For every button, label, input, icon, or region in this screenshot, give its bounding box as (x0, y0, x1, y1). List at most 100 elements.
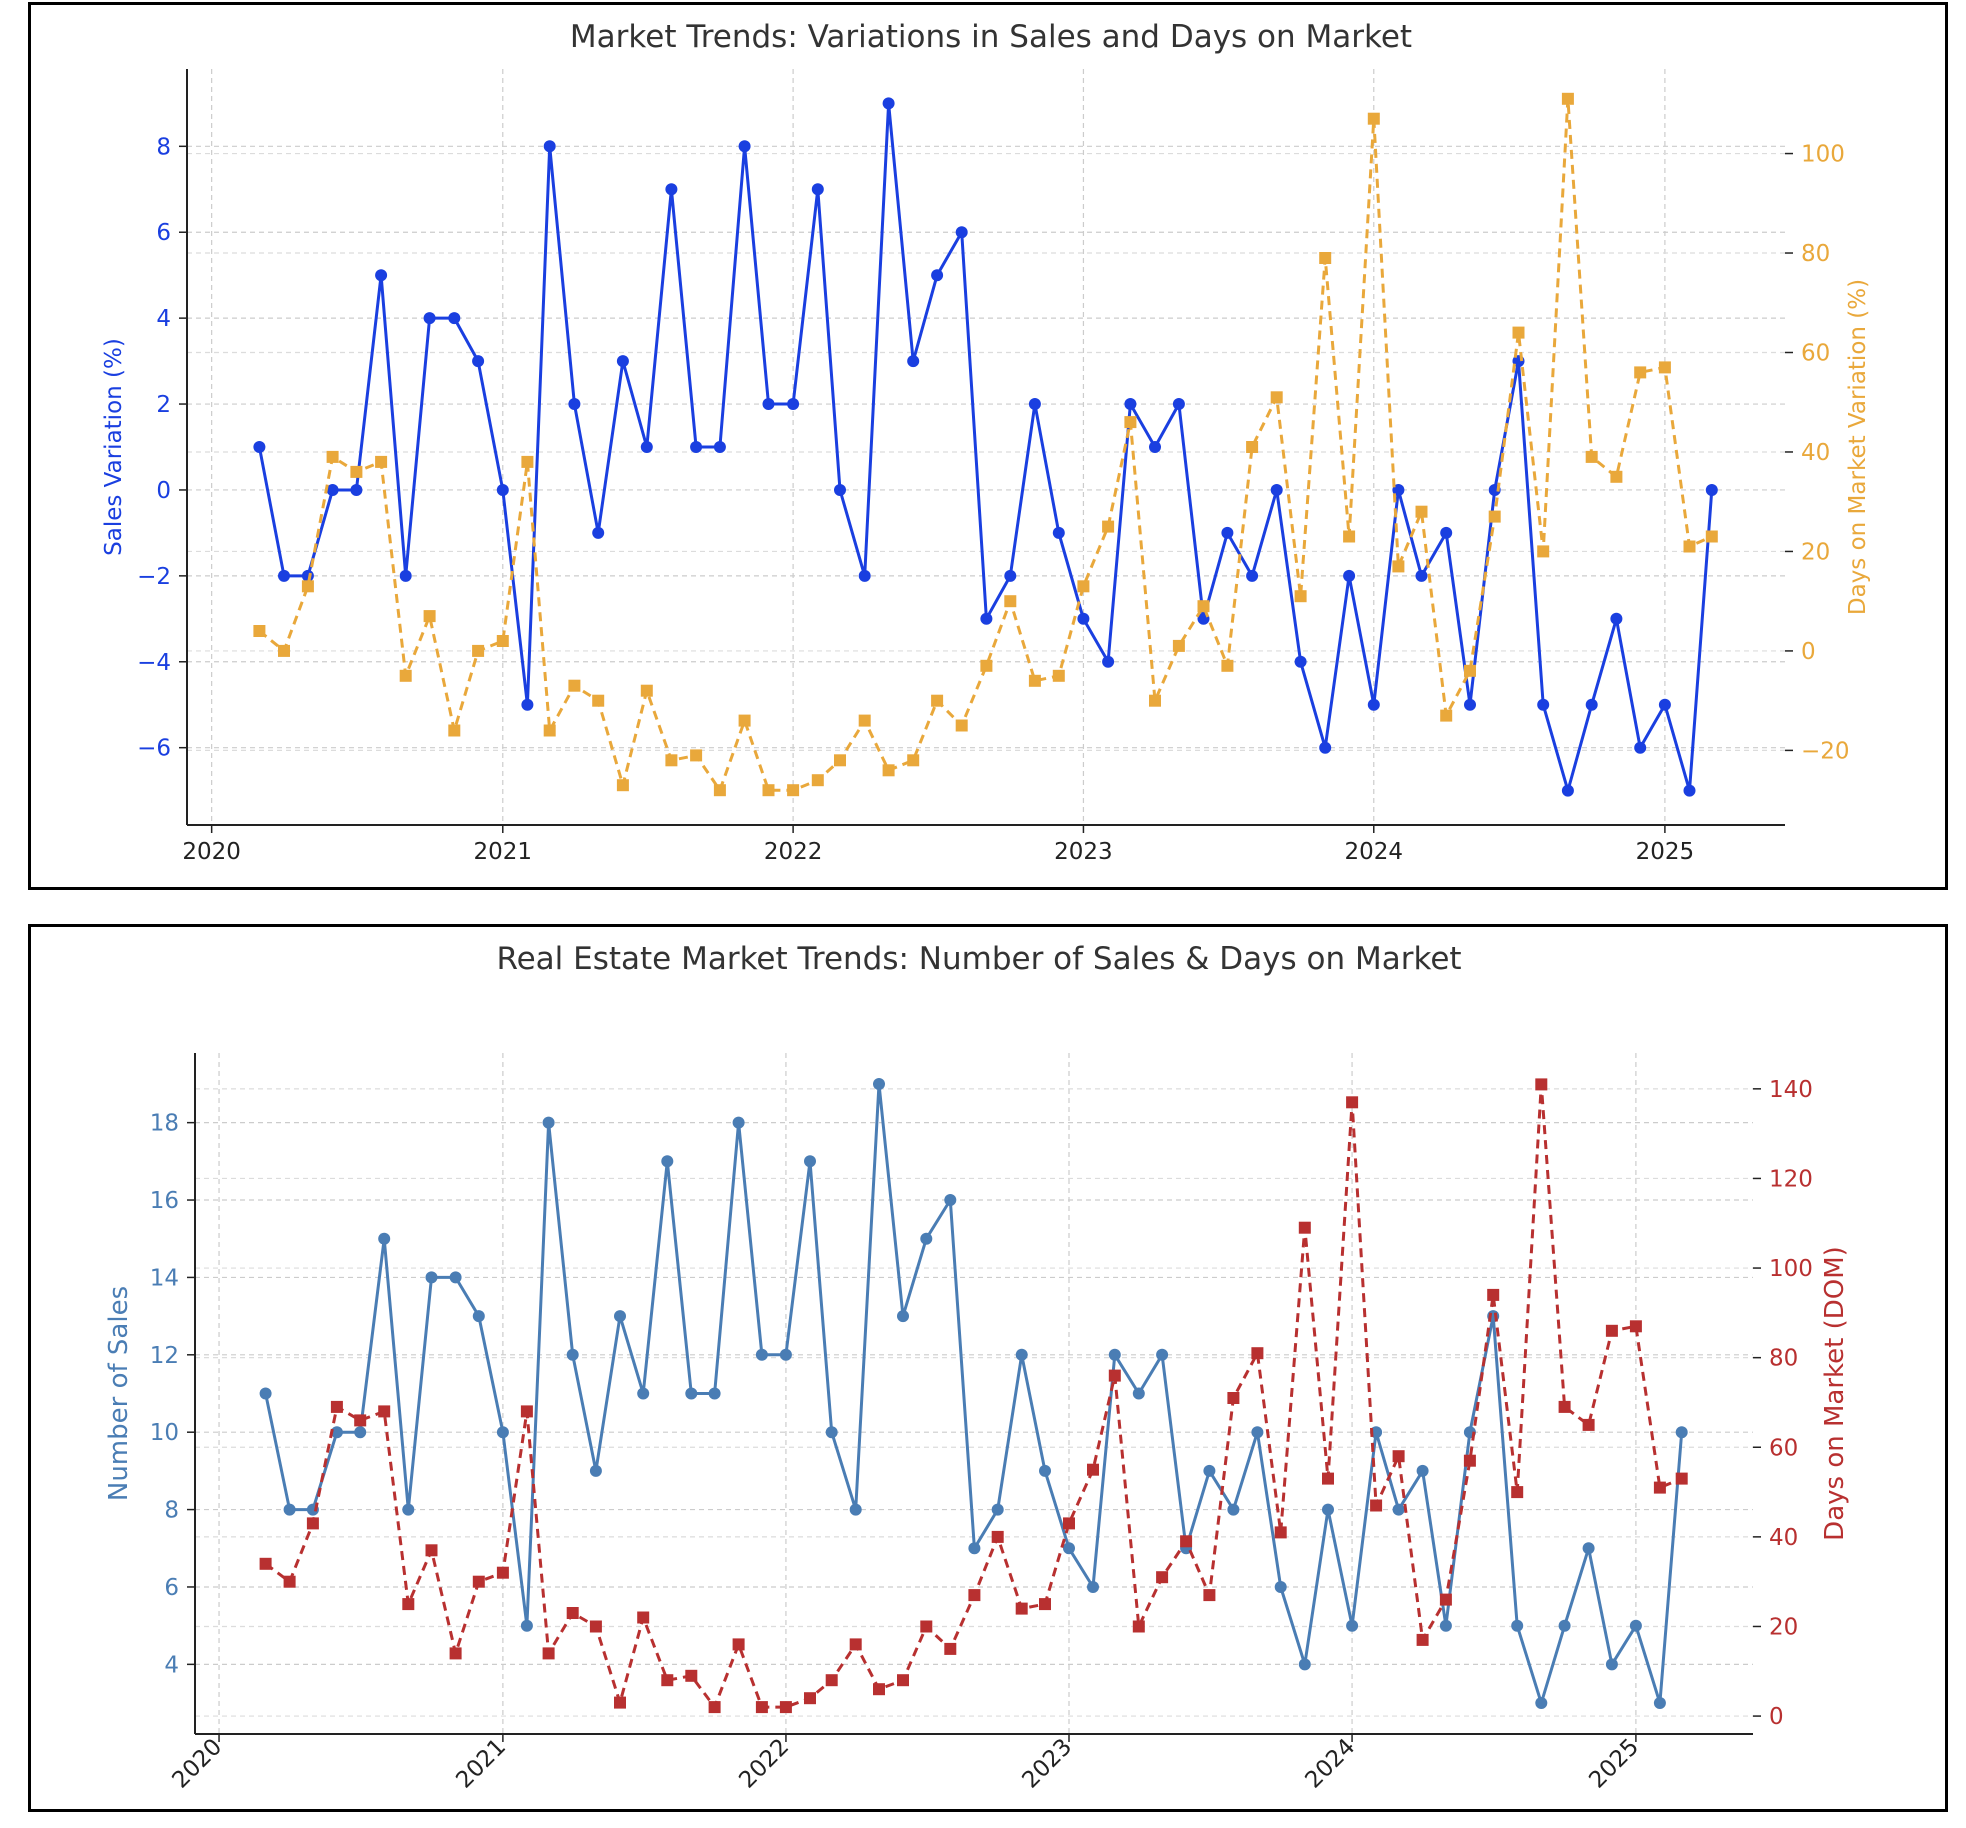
chart-1-series-1-point (1415, 569, 1428, 582)
chart-1-series-2-point (1077, 580, 1090, 593)
chart-1-series-2-point (616, 779, 629, 792)
chart-2-series-2-point (354, 1414, 367, 1427)
chart-1-series-1-point (1319, 741, 1332, 754)
chart-1-series-2-point (1221, 659, 1234, 672)
chart-1-series-1-point (1440, 526, 1453, 539)
chart-2-series-1-point (991, 1503, 1004, 1516)
chart-2-series-2-point (425, 1544, 438, 1557)
chart-2-svg: Real Estate Market Trends: Number of Sal… (104, 941, 1850, 1794)
chart-1-series-1-point (472, 355, 485, 368)
chart-1-y-left-tick-label: 0 (156, 478, 171, 504)
chart-2-y-left-tick-label: 14 (150, 1265, 179, 1291)
chart-2-x-tick-label: 2024 (1301, 1734, 1361, 1794)
chart-1-y-left-tick-label: 2 (156, 392, 171, 418)
chart-2-y-left-tick-label: 18 (150, 1111, 179, 1137)
chart-2-series-1-point (708, 1387, 721, 1400)
chart-1-series-2-point (1440, 709, 1453, 722)
chart-1-series-2-point (1610, 470, 1623, 483)
chart-panel-1: Market Trends: Variations in Sales and D… (28, 2, 1948, 890)
chart-1-series-1-point (640, 441, 653, 453)
chart-2-series-2-point (1653, 1481, 1666, 1494)
chart-1-y-left-tick-label: 4 (156, 306, 171, 332)
chart-2-y-left-tick-label: 10 (150, 1420, 179, 1446)
chart-2-series-1-point (1274, 1581, 1287, 1593)
chart-2-series-2-point (661, 1674, 674, 1687)
chart-1-series-1-line (257, 101, 1714, 793)
chart-2-series-2-point (1463, 1454, 1476, 1467)
chart-2-series-1-point (449, 1271, 462, 1284)
chart-2-series-1-point (637, 1387, 650, 1400)
chart-1-title: Market Trends: Variations in Sales and D… (570, 19, 1412, 55)
chart-2-series-1-point (825, 1426, 838, 1439)
chart-2-series-2-point (1274, 1526, 1287, 1539)
chart-2-series-2-point (944, 1642, 957, 1655)
chart-1-series-1-point (1149, 441, 1161, 453)
chart-2-y-right-tick-label: 0 (1769, 1704, 1784, 1730)
chart-1-y-right-tick-label: 80 (1801, 241, 1830, 267)
chart-1-series-1-point (1464, 698, 1476, 711)
chart-1-series-2-point (907, 754, 920, 767)
chart-1-series-1-point (350, 484, 363, 496)
chart-2-series-1-point (283, 1503, 296, 1516)
chart-2-series-2-point (542, 1647, 555, 1660)
chart-1-series-2-point (690, 749, 703, 762)
chart-2-series-1-line (264, 1082, 1684, 1705)
chart-1-series-1-point (616, 355, 629, 368)
chart-1-series-1-point (834, 484, 846, 496)
chart-2-series-2-point (1108, 1369, 1121, 1382)
chart-1-x-tick-label: 2025 (1636, 839, 1695, 865)
chart-1-series-1-point (423, 312, 436, 325)
chart-2-x-tick-label: 2022 (734, 1734, 794, 1794)
chart-1-y-left-tick-label: −4 (137, 650, 171, 676)
chart-2-series-1-point (1511, 1619, 1524, 1632)
chart-2-series-1-point (1653, 1697, 1666, 1709)
chart-2-series-2-point (1416, 1633, 1429, 1646)
chart-2-y-right-tick-label: 80 (1769, 1346, 1798, 1372)
chart-1-series-1-point (1658, 698, 1671, 711)
chart-1-series-2-point (1004, 595, 1017, 608)
chart-1-series-1-point (568, 398, 581, 410)
chart-1-series-1-point (1537, 698, 1550, 711)
chart-2-y-left-tick-label: 12 (150, 1343, 179, 1369)
chart-2-series-2-point (1156, 1571, 1169, 1584)
chart-2-series-2-point (685, 1669, 698, 1682)
chart-2-y-right-tick-label: 20 (1769, 1614, 1798, 1640)
chart-1-series-2-point (1172, 639, 1185, 652)
chart-2-series-1-point (1251, 1426, 1264, 1439)
chart-2-series-1-point (920, 1232, 933, 1245)
chart-1-series-1-point (1585, 698, 1598, 711)
chart-2-y-left-tick-label: 4 (164, 1652, 179, 1678)
chart-2-series-2-point (849, 1638, 862, 1651)
chart-1-series-1-point (713, 441, 726, 453)
chart-2-series-2-point (1298, 1221, 1311, 1234)
chart-1-series-2-point (1537, 545, 1550, 558)
chart-1-series-1-point (1634, 741, 1647, 754)
chart-1-series-1-point (811, 183, 824, 196)
chart-2-series-1-point (566, 1348, 579, 1361)
chart-1-y-right-label: Days on Market Variation (%) (1845, 279, 1871, 615)
chart-1-series-2-point (350, 465, 363, 478)
chart-1-series-2-point (980, 659, 993, 672)
chart-2-series-2-point (1511, 1486, 1524, 1499)
chart-1-y-left-tick-label: −2 (137, 564, 171, 590)
chart-1-series-1-point (1172, 398, 1185, 410)
chart-2-series-2-point (873, 1683, 885, 1696)
chart-2-series-2-point (1558, 1400, 1571, 1413)
chart-1-series-1-point (858, 569, 871, 582)
chart-2-series-2-point (825, 1674, 838, 1687)
chart-2-series-1-point (1346, 1619, 1359, 1632)
chart-1-series-2-point (713, 784, 726, 797)
chart-2-series-1-point (402, 1503, 415, 1516)
chart-2-series-1-point (1322, 1503, 1334, 1516)
chart-1-series-2-point (1634, 366, 1647, 379)
chart-2-series-2-point (566, 1607, 579, 1619)
chart-2-series-1-markers (259, 1078, 1688, 1709)
chart-1-series-1-point (1052, 526, 1065, 539)
chart-2-series-1-point (1558, 1619, 1571, 1632)
chart-2-series-1-point (1605, 1658, 1618, 1671)
chart-1-series-1-point (1028, 398, 1041, 410)
chart-2-series-2-point (1535, 1078, 1548, 1091)
chart-2-series-2-point (378, 1405, 391, 1418)
chart-2-y-right-label: Days on Market (DOM) (1820, 1246, 1850, 1541)
